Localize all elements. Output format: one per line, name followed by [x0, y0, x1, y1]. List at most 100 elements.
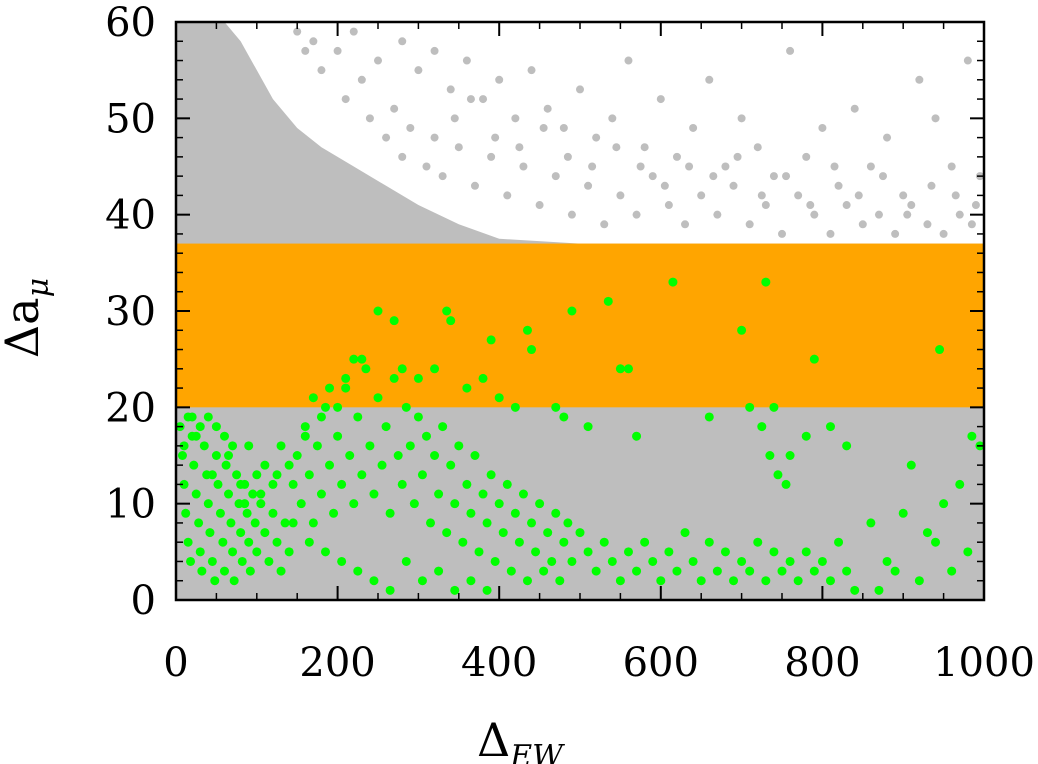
green-point: [939, 499, 949, 509]
green-point: [232, 470, 242, 480]
green-point: [482, 585, 492, 595]
plot-area: [176, 22, 984, 600]
grey-point: [495, 75, 504, 84]
y-tick-label: 60: [105, 0, 156, 46]
green-point: [189, 460, 199, 470]
grey-point: [802, 152, 811, 161]
green-point: [623, 547, 633, 557]
grey-point: [660, 181, 669, 190]
green-point: [668, 277, 678, 287]
green-point: [623, 364, 633, 374]
grey-point: [733, 152, 742, 161]
green-point: [236, 479, 246, 489]
green-point: [353, 566, 363, 576]
grey-point: [697, 191, 706, 200]
green-point: [203, 412, 213, 422]
grey-point: [842, 201, 851, 210]
grey-point: [705, 75, 714, 84]
green-point: [187, 412, 197, 422]
y-tick-label: 0: [131, 578, 156, 624]
green-point: [765, 451, 775, 460]
green-point: [195, 547, 205, 557]
green-point: [252, 547, 262, 557]
green-point: [434, 489, 444, 499]
grey-point: [341, 95, 350, 104]
green-point: [466, 508, 476, 518]
grey-point: [576, 85, 584, 94]
green-point: [369, 489, 379, 499]
x-axis-label: ΔEW: [477, 713, 565, 764]
grey-point: [438, 172, 447, 181]
green-point: [773, 470, 783, 480]
x-tick-label: 0: [163, 640, 188, 686]
green-point: [527, 345, 537, 355]
green-point: [341, 383, 351, 393]
white-region: [176, 22, 984, 244]
green-point: [583, 547, 593, 557]
grey-point: [967, 220, 976, 229]
green-point: [296, 499, 306, 509]
grey-point: [450, 114, 459, 123]
green-point: [245, 566, 255, 576]
green-point: [640, 537, 650, 547]
grey-point: [672, 152, 681, 161]
grey-point: [810, 210, 819, 219]
green-point: [696, 576, 706, 586]
green-point: [385, 585, 395, 595]
grey-point: [487, 152, 496, 161]
grey-point: [806, 201, 815, 210]
grey-point: [398, 37, 407, 46]
y-tick-label: 40: [105, 193, 156, 239]
green-point: [543, 528, 553, 538]
green-point: [426, 518, 436, 528]
axis-ticks: [175, 21, 985, 601]
green-point: [462, 479, 472, 489]
grey-point: [511, 114, 520, 123]
grey-point: [515, 143, 524, 152]
green-point: [430, 451, 440, 460]
grey-point: [333, 46, 342, 55]
green-point: [648, 556, 658, 566]
green-point: [413, 373, 423, 383]
green-point: [397, 364, 407, 374]
green-point: [179, 479, 189, 489]
grey-point: [640, 143, 649, 152]
green-point: [197, 566, 207, 576]
grey-point: [632, 210, 641, 219]
green-point: [316, 489, 326, 499]
green-point: [211, 422, 221, 432]
grey-point: [830, 162, 839, 171]
green-point: [615, 576, 625, 586]
grey-point: [563, 152, 572, 161]
grey-point: [636, 162, 645, 171]
green-point: [203, 499, 213, 509]
green-point: [535, 499, 545, 509]
grey-point: [915, 75, 924, 84]
green-point: [349, 499, 359, 509]
green-point: [308, 393, 318, 403]
green-point: [801, 547, 811, 557]
grey-point: [535, 201, 544, 210]
green-point: [680, 528, 690, 538]
green-point: [304, 470, 314, 480]
grey-point: [656, 95, 665, 104]
y-tick-label: 10: [105, 482, 156, 528]
grey-point: [648, 172, 657, 181]
y-tick-label: 20: [105, 385, 156, 431]
green-point: [215, 508, 225, 518]
green-point: [470, 451, 480, 460]
green-point: [194, 518, 204, 528]
grey-point: [470, 181, 479, 190]
grey-point: [745, 220, 754, 229]
grey-point: [422, 162, 431, 171]
green-point: [361, 364, 371, 374]
green-point: [244, 441, 254, 451]
grey-point: [769, 172, 778, 181]
green-point: [720, 547, 730, 557]
green-point: [179, 441, 189, 451]
green-point: [518, 489, 528, 499]
green-point: [450, 499, 460, 509]
green-point: [191, 431, 201, 441]
green-point: [712, 566, 722, 576]
